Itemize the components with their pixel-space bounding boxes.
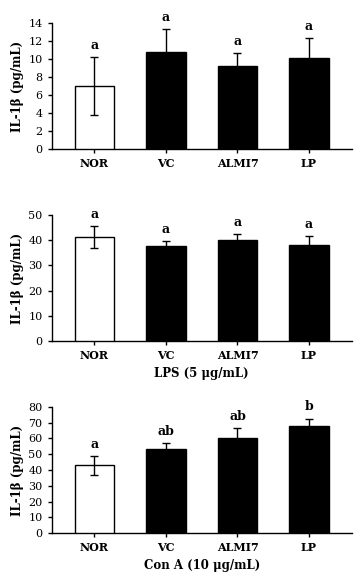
Bar [75, 237, 114, 342]
Text: b: b [305, 401, 313, 413]
Bar [289, 427, 329, 533]
Text: a: a [90, 208, 98, 220]
Text: a: a [90, 438, 98, 451]
Bar [75, 86, 114, 149]
Text: a: a [305, 20, 313, 33]
Text: ab: ab [229, 410, 246, 423]
Y-axis label: IL-1β (pg/mL): IL-1β (pg/mL) [11, 424, 24, 515]
Text: a: a [233, 34, 241, 48]
Text: a: a [162, 11, 170, 24]
Bar [289, 58, 329, 149]
Text: a: a [233, 216, 241, 229]
Bar [218, 66, 257, 149]
Bar [218, 240, 257, 342]
Bar [289, 245, 329, 342]
Bar [146, 449, 185, 533]
Bar [218, 438, 257, 533]
Text: ab: ab [158, 425, 174, 438]
Bar [146, 247, 185, 342]
Bar [146, 52, 185, 149]
Text: a: a [305, 218, 313, 231]
Y-axis label: IL-1β (pg/mL): IL-1β (pg/mL) [11, 233, 24, 324]
X-axis label: Con A (10 μg/mL): Con A (10 μg/mL) [144, 559, 260, 572]
Text: a: a [162, 223, 170, 236]
Y-axis label: IL-1β (pg/mL): IL-1β (pg/mL) [11, 41, 24, 132]
Bar [75, 465, 114, 533]
Text: a: a [90, 39, 98, 52]
X-axis label: LPS (5 μg/mL): LPS (5 μg/mL) [154, 367, 249, 380]
